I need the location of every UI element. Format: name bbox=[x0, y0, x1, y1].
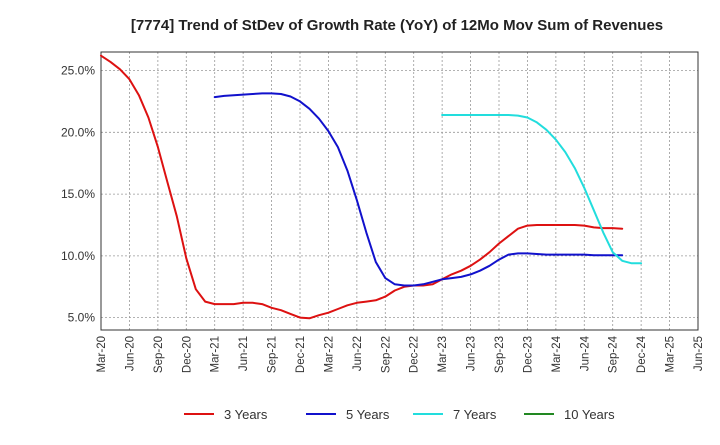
x-tick-label: Mar-23 bbox=[437, 336, 449, 372]
x-tick-label: Sep-20 bbox=[153, 336, 165, 373]
x-tick-label: Jun-22 bbox=[352, 336, 364, 371]
x-tick-label: Dec-21 bbox=[295, 336, 307, 373]
x-tick-label: Mar-22 bbox=[323, 336, 335, 372]
x-tick-label: Dec-22 bbox=[409, 336, 421, 373]
legend-label-10-years: 10 Years bbox=[564, 407, 615, 422]
series-line-5-years bbox=[213, 92, 624, 287]
y-tick-label: 20.0% bbox=[61, 125, 95, 139]
x-tick-label: Sep-22 bbox=[380, 336, 392, 373]
x-tick-label: Sep-24 bbox=[608, 335, 620, 373]
y-tick-label: 15.0% bbox=[61, 187, 95, 201]
x-tick-label: Jun-25 bbox=[693, 336, 705, 371]
series-lines bbox=[100, 54, 643, 320]
series-line-3-years bbox=[100, 54, 624, 320]
x-tick-label: Dec-24 bbox=[636, 335, 648, 373]
x-tick-label: Dec-20 bbox=[181, 336, 193, 373]
x-tick-label: Mar-21 bbox=[210, 336, 222, 372]
x-tick-label: Mar-20 bbox=[96, 336, 108, 372]
x-tick-label: Sep-21 bbox=[267, 336, 279, 373]
series-line-7-years bbox=[441, 114, 643, 265]
legend: 3 Years 5 Years 7 Years 10 Years bbox=[184, 407, 615, 422]
x-axis-tick-labels: Mar-20 Jun-20 Sep-20 Dec-20 Mar-21 Jun-21 Sep-… bbox=[96, 335, 705, 373]
y-tick-label: 25.0% bbox=[61, 64, 95, 78]
y-axis-tick-labels: 5.0% 10.0% 15.0% 20.0% 25.0% bbox=[61, 64, 95, 325]
y-tick-label: 5.0% bbox=[68, 311, 96, 325]
x-tick-label: Mar-24 bbox=[551, 335, 563, 372]
x-tick-label: Sep-23 bbox=[494, 336, 506, 373]
x-tick-label: Mar-25 bbox=[665, 336, 677, 372]
plot-area-frame bbox=[100, 51, 699, 331]
legend-label-7-years: 7 Years bbox=[453, 407, 497, 422]
legend-label-3-years: 3 Years bbox=[224, 407, 268, 422]
legend-label-5-years: 5 Years bbox=[346, 407, 390, 422]
x-tick-label: Jun-21 bbox=[238, 336, 250, 371]
x-tick-label: Jun-24 bbox=[579, 335, 591, 371]
x-tick-label: Dec-23 bbox=[522, 336, 534, 373]
x-tick-label: Jun-23 bbox=[466, 336, 478, 371]
y-tick-label: 10.0% bbox=[61, 249, 95, 263]
x-tick-label: Jun-20 bbox=[124, 336, 136, 371]
chart-title: [7774] Trend of StDev of Growth Rate (Yo… bbox=[131, 17, 663, 34]
